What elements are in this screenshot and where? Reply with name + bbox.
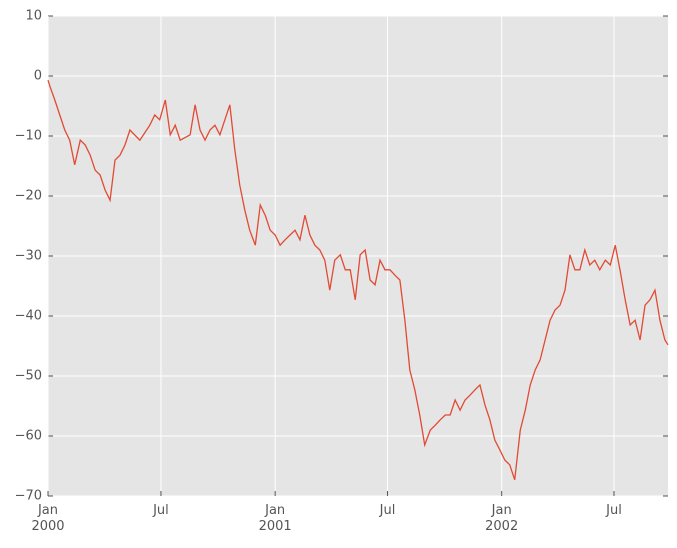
x-tick-label: Jan 2002: [485, 503, 519, 534]
y-tick-label: 0: [34, 69, 42, 84]
x-tick-label: Jul: [606, 503, 622, 518]
y-tick-label: −40: [15, 309, 42, 324]
y-tick-label: −20: [15, 189, 42, 204]
y-tick-label: −30: [15, 249, 42, 264]
x-tick-label: Jan 2001: [258, 503, 292, 534]
y-tick-label: −60: [15, 429, 42, 444]
x-tick-label: Jul: [379, 503, 396, 518]
x-tick-label: Jan 2000: [31, 503, 65, 534]
y-tick-label: −70: [15, 489, 42, 504]
x-tick-label: Jul: [153, 503, 169, 518]
y-tick-label: −10: [15, 129, 42, 144]
y-tick-label: −50: [15, 369, 42, 384]
y-tick-label: 10: [25, 9, 42, 24]
line: [47, 80, 669, 481]
